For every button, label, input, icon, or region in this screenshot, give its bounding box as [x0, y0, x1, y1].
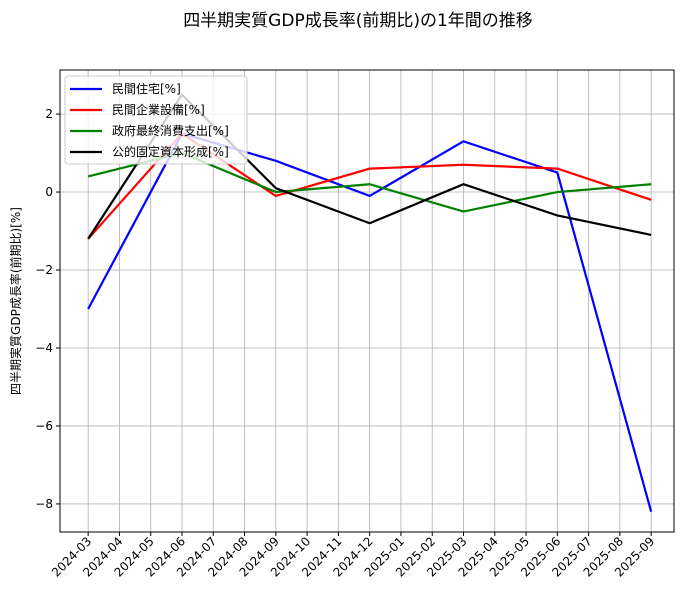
y-tick-label: −8 — [35, 497, 53, 511]
y-tick-label: 2 — [45, 107, 53, 121]
y-tick-label: 0 — [45, 185, 53, 199]
legend-label: 政府最終消費支出[%] — [112, 123, 229, 138]
y-tick-label: −2 — [35, 263, 53, 277]
legend-label: 民間住宅[%] — [112, 81, 181, 96]
y-tick-label: −4 — [35, 341, 53, 355]
legend: 民間住宅[%] 民間企業設備[%] 政府最終消費支出[%] 公的固定資本形成[%] — [64, 75, 248, 165]
y-axis-label: 四半期実質GDP成長率(前期比)[%] — [8, 207, 23, 395]
chart-title: 四半期実質GDP成長率(前期比)の1年間の推移 — [183, 11, 533, 31]
y-tick-label: −6 — [35, 419, 53, 433]
legend-label: 公的固定資本形成[%] — [112, 144, 229, 159]
legend-box — [64, 75, 248, 165]
legend-label: 民間企業設備[%] — [112, 102, 205, 117]
plot-frame — [59, 69, 675, 533]
